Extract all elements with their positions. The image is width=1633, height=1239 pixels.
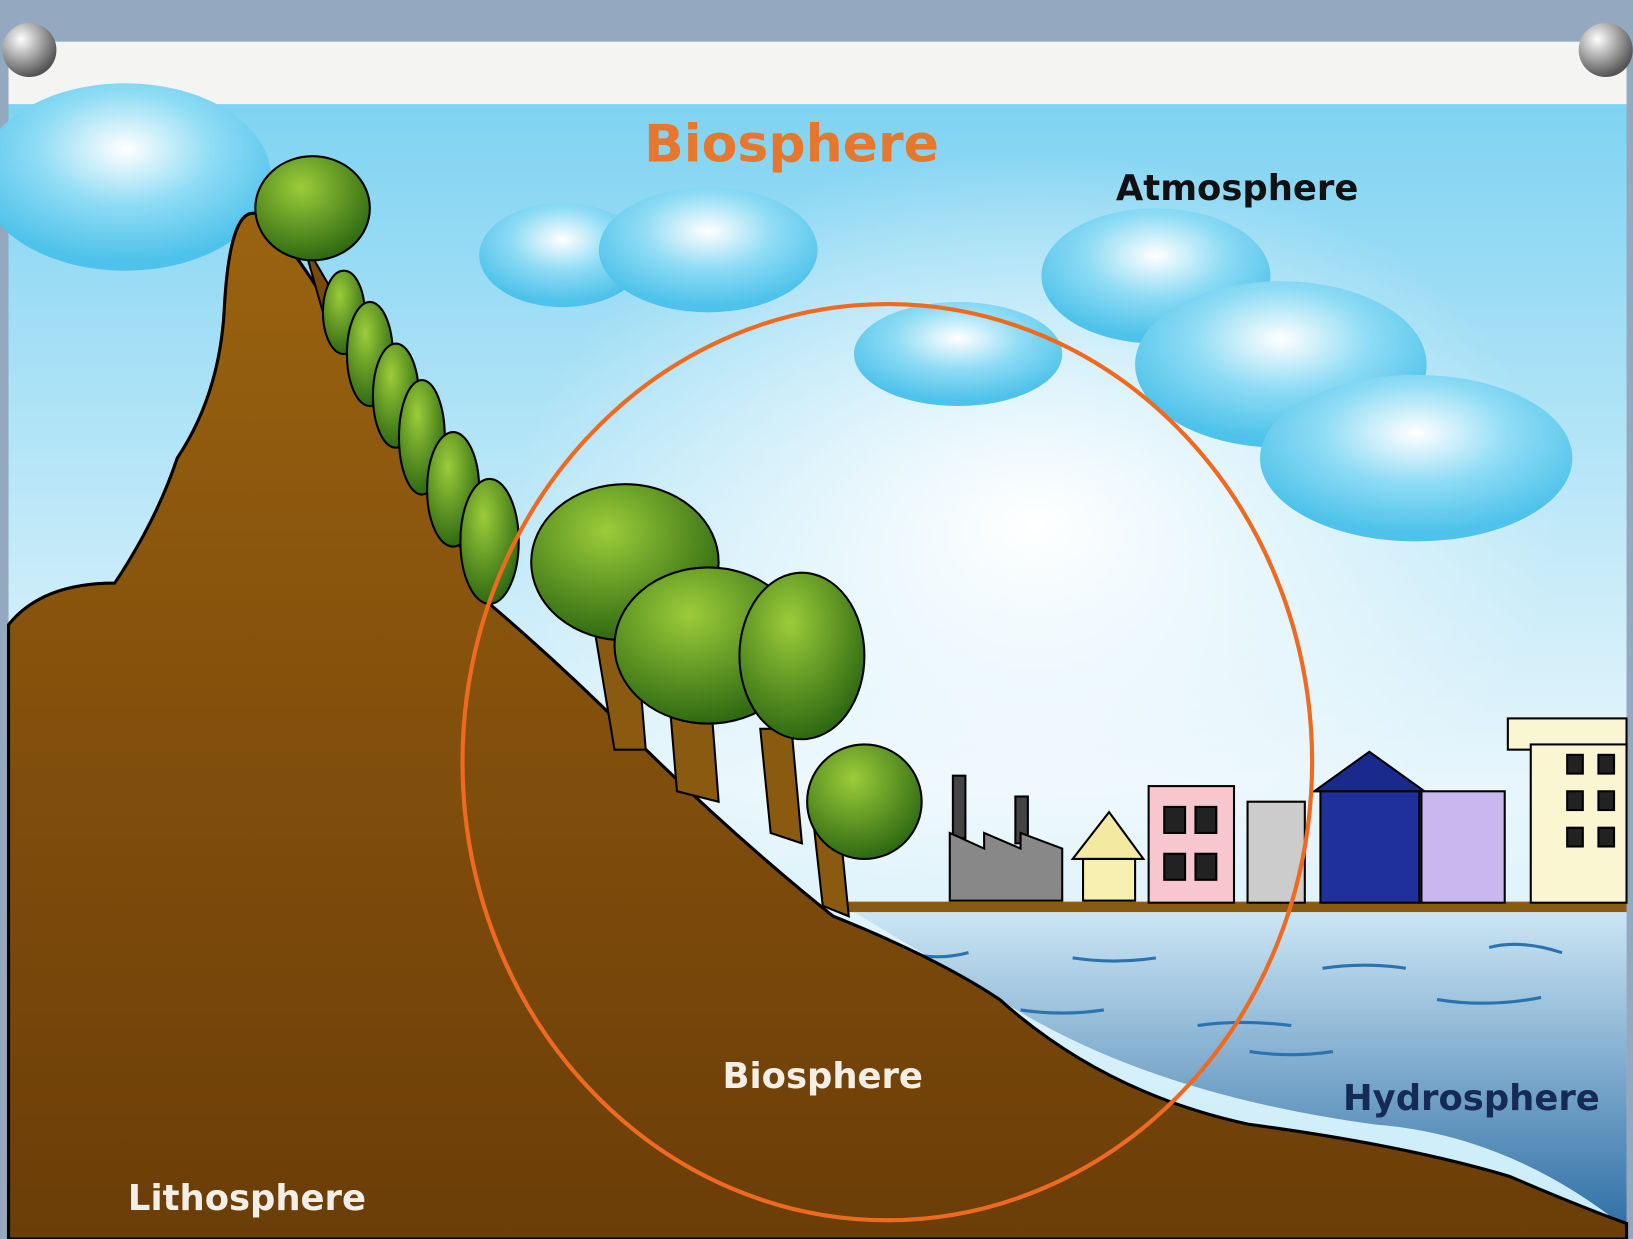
label: Hydrosphere (1343, 1078, 1600, 1119)
label: Biosphere (723, 1056, 923, 1097)
title: Biosphere (644, 114, 939, 174)
label: Atmosphere (1116, 168, 1358, 209)
page: Biosphere Atmosphere Biosphere Hydrosphe… (0, 0, 1633, 1239)
label: Lithosphere (128, 1178, 366, 1219)
pin (1579, 23, 1633, 77)
header-strip (9, 42, 1627, 107)
pin (2, 23, 56, 77)
slide: Biosphere Atmosphere Biosphere Hydrosphe… (0, 0, 1633, 1239)
